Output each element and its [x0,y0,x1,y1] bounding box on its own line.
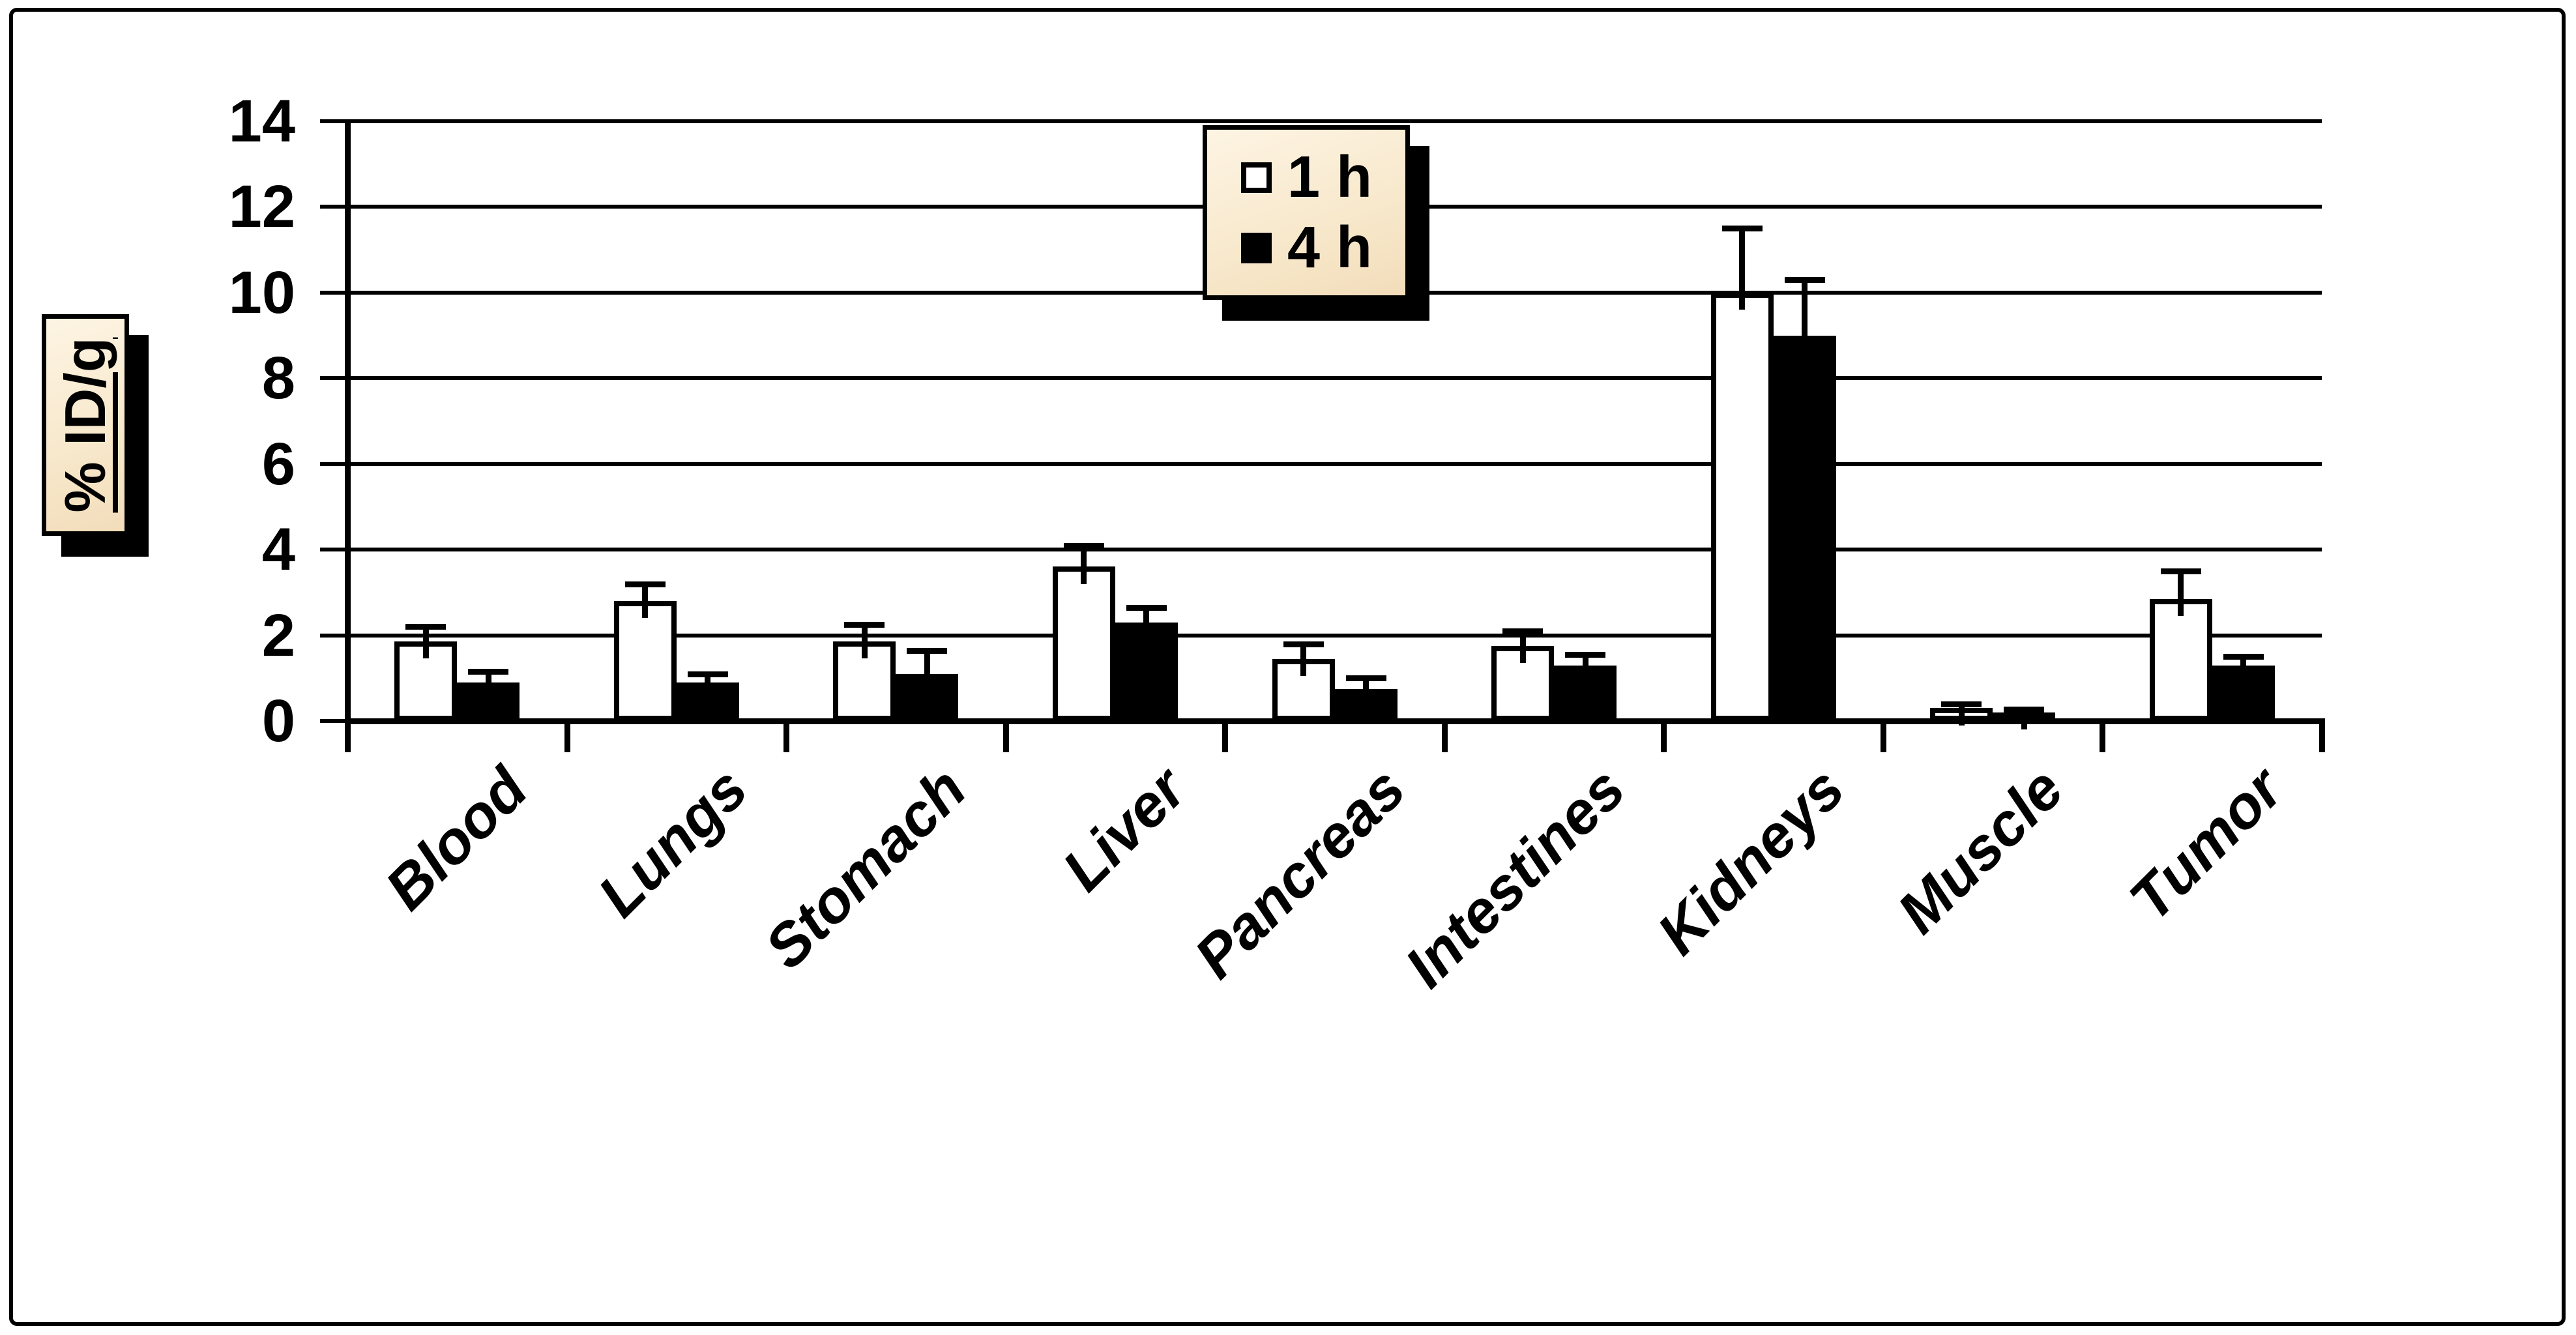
x-tick-mark [1661,721,1667,752]
category-label-blood: Blood [373,755,540,923]
error-bar-cap-muscle-4h [2004,707,2044,712]
y-tick-label: 0 [261,688,295,754]
y-tick-mark [320,462,347,466]
y-tick-mark [320,376,347,380]
error-bar-cap-tumor-1h [2161,568,2201,574]
y-tick-mark [320,634,347,638]
y-tick-label: 10 [228,259,295,326]
error-bar-intestines-4h [1583,654,1588,682]
y-axis-line [345,119,351,752]
legend: 1 h 4 h [1203,125,1410,300]
error-bar-cap-blood-1h [405,624,446,630]
x-tick-mark [2100,721,2105,752]
category-label-pancreas: Pancreas [1182,755,1418,991]
category-label-tumor: Tumor [2117,755,2296,934]
bar-liver-1h [1053,566,1115,721]
gridline-y4 [347,548,2322,551]
y-tick-label: 4 [261,516,295,583]
bar-kidneys-1h [1711,293,1774,721]
error-bar-cap-stomach-1h [844,622,885,628]
y-tick-mark [320,291,347,295]
y-tick-label: 12 [228,173,295,240]
error-bar-tumor-1h [2178,571,2184,616]
category-label-muscle: Muscle [1885,755,2076,946]
y-tick-label: 8 [261,345,295,411]
error-bar-cap-tumor-4h [2223,654,2264,660]
error-bar-cap-stomach-4h [907,648,947,654]
error-bar-cap-intestines-1h [1502,628,1543,634]
error-bar-cap-kidneys-1h [1722,226,1763,231]
error-bar-cap-blood-4h [468,669,508,675]
x-tick-mark [564,721,570,752]
y-tick-label: 2 [261,602,295,669]
legend-swatch-open-icon [1241,162,1272,193]
error-bar-liver-1h [1081,546,1087,584]
bar-lungs-1h [614,601,677,721]
error-bar-lungs-1h [642,584,648,618]
error-bar-pancreas-1h [1300,644,1306,676]
error-bar-stomach-1h [862,624,868,658]
figure-border [9,8,2566,1326]
error-bar-cap-intestines-4h [1565,652,1605,658]
gridline-y8 [347,376,2322,380]
x-axis-line [345,718,2325,724]
x-tick-mark [1881,721,1886,752]
error-bar-liver-4h [1143,608,1149,639]
category-label-intestines: Intestines [1392,755,1637,1001]
error-bar-cap-liver-1h [1064,543,1104,549]
error-bar-cap-lungs-4h [688,671,728,677]
legend-label-1h: 1 h [1287,145,1373,210]
y-tick-mark [320,548,347,551]
category-label-stomach: Stomach [752,755,979,982]
legend-swatch-solid-icon [1241,232,1272,263]
category-label-liver: Liver [1050,755,1199,904]
y-tick-label: 6 [261,431,295,497]
category-label-kidneys: Kidneys [1645,755,1857,967]
error-bar-stomach-4h [924,651,930,691]
error-bar-intestines-1h [1520,631,1526,663]
error-bar-blood-1h [423,626,429,658]
error-bar-cap-liver-4h [1126,605,1167,611]
y-axis-title: % ID/g [53,337,117,513]
legend-item-4h: 4 h [1241,218,1372,277]
y-tick-mark [320,719,347,723]
error-bar-kidneys-1h [1739,228,1745,310]
x-tick-mark [1222,721,1228,752]
error-bar-cap-lungs-1h [625,581,666,587]
error-bar-cap-kidneys-4h [1785,277,1825,283]
x-tick-mark [783,721,789,752]
error-bar-cap-muscle-1h [1941,701,1982,707]
error-bar-pancreas-4h [1363,678,1369,705]
y-tick-label: 14 [228,88,295,154]
x-tick-mark [1003,721,1009,752]
gridline-y6 [347,462,2322,466]
legend-label-4h: 4 h [1287,215,1373,280]
x-tick-mark [1442,721,1448,752]
gridline-y2 [347,634,2322,638]
y-tick-mark [320,119,347,123]
error-bar-lungs-4h [705,674,710,699]
bar-tumor-1h [2150,599,2212,721]
gridline-y14 [347,119,2322,123]
error-bar-muscle-1h [1959,704,1965,726]
y-tick-mark [320,205,347,209]
error-bar-cap-pancreas-1h [1283,641,1324,647]
bar-kidneys-4h [1774,336,1836,721]
error-bar-cap-pancreas-4h [1346,675,1386,681]
error-bar-kidneys-4h [1802,280,1808,352]
error-bar-tumor-4h [2240,656,2246,682]
x-tick-mark [2319,721,2325,752]
y-axis-title-box: % ID/g [42,314,129,536]
legend-item-1h: 1 h [1241,148,1372,207]
category-label-lungs: Lungs [585,755,760,930]
error-bar-blood-4h [486,671,491,699]
